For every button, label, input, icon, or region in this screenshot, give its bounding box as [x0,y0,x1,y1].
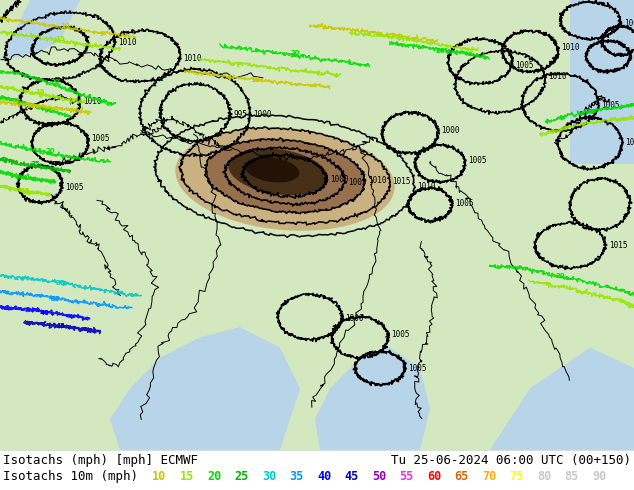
Text: 1000: 1000 [346,314,364,323]
Text: 1015: 1015 [392,177,411,187]
Text: 1005: 1005 [455,199,474,208]
Text: 1005: 1005 [65,183,84,193]
Text: 65: 65 [455,470,469,483]
Text: 25: 25 [30,161,40,167]
Text: 80: 80 [537,470,551,483]
Text: 1010: 1010 [561,43,579,52]
Text: 25: 25 [235,470,249,483]
Text: 1005: 1005 [468,156,486,165]
Text: 1005: 1005 [408,364,427,373]
Text: 1010: 1010 [183,54,202,63]
Text: 10: 10 [25,103,35,109]
Text: 1005: 1005 [91,134,110,143]
Text: 1010: 1010 [118,38,136,47]
Text: 15: 15 [55,36,65,42]
Text: 70: 70 [482,470,496,483]
Text: 1000: 1000 [330,175,348,184]
Text: 1000: 1000 [624,20,634,28]
Text: 40: 40 [40,310,50,316]
Polygon shape [315,347,430,450]
Text: 60: 60 [427,470,441,483]
Text: 20: 20 [555,273,565,279]
Text: 1010: 1010 [417,182,436,192]
Text: 20: 20 [207,470,221,483]
Polygon shape [490,347,634,450]
Text: 15: 15 [36,89,45,95]
Text: 20: 20 [50,79,60,85]
Text: 20: 20 [45,148,55,154]
Ellipse shape [245,157,299,182]
Text: 15: 15 [20,188,30,194]
Text: 85: 85 [564,470,579,483]
Ellipse shape [228,148,328,195]
Text: 1005: 1005 [348,178,366,187]
Text: 50: 50 [372,470,386,483]
Text: Isotachs 10m (mph): Isotachs 10m (mph) [3,470,138,483]
Text: 1010: 1010 [625,138,634,147]
Text: 10: 10 [152,470,166,483]
Text: 1000: 1000 [441,126,460,135]
Text: 90: 90 [592,470,606,483]
Text: 75: 75 [510,470,524,483]
Polygon shape [0,0,80,61]
Text: 20: 20 [585,109,595,116]
Text: 45: 45 [55,323,65,329]
Text: 995: 995 [234,110,248,119]
Text: 30: 30 [262,470,276,483]
Text: 10: 10 [250,77,260,83]
Bar [570,0,634,164]
Text: Tu 25-06-2024 06:00 UTC (00+150): Tu 25-06-2024 06:00 UTC (00+150) [391,454,631,467]
Text: 20: 20 [435,48,445,54]
Text: 1015: 1015 [609,241,627,249]
Text: 30: 30 [55,280,65,286]
Text: 1005: 1005 [515,61,534,70]
Text: 20: 20 [290,50,300,56]
Text: 1010: 1010 [548,73,567,81]
Text: 1010: 1010 [83,97,101,106]
Text: 1000: 1000 [253,110,272,119]
Text: 35: 35 [50,295,60,301]
Text: 45: 45 [344,470,359,483]
Text: 1010: 1010 [368,176,386,185]
Ellipse shape [176,127,395,231]
Text: 15: 15 [179,470,194,483]
Text: 35: 35 [290,470,304,483]
Text: 55: 55 [399,470,414,483]
Text: 1005: 1005 [391,330,410,339]
Polygon shape [205,148,225,194]
Text: Isotachs (mph) [mph] ECMWF: Isotachs (mph) [mph] ECMWF [3,454,198,467]
Text: 1005: 1005 [602,101,620,110]
Polygon shape [110,327,300,450]
Ellipse shape [205,139,365,213]
Text: 40: 40 [317,470,331,483]
Text: 10: 10 [60,23,70,28]
